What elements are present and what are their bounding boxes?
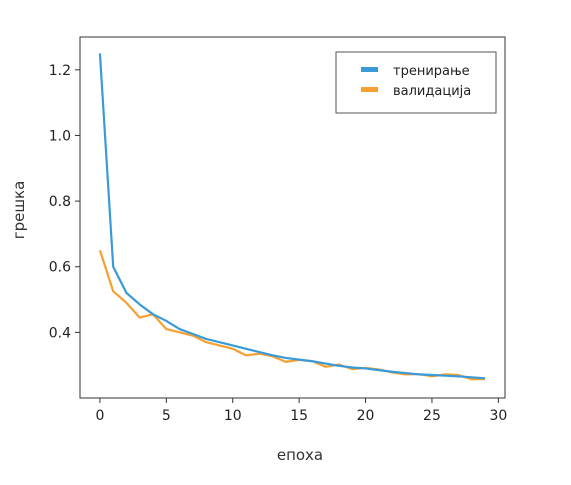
- x-tick-label: 25: [423, 408, 441, 424]
- legend-label-training: тренирање: [393, 64, 470, 79]
- y-tick-label: 0.8: [49, 194, 71, 210]
- legend-label-validation: валидација: [393, 84, 471, 99]
- y-axis-label: грешка: [10, 181, 28, 240]
- series-line-validation: [98, 249, 486, 381]
- y-tick-label: 1.2: [49, 63, 71, 79]
- x-tick-label: 20: [357, 408, 375, 424]
- legend: тренирање валидација: [335, 51, 497, 114]
- y-tick-label: 0.4: [49, 325, 71, 341]
- x-tick-label: 30: [489, 408, 507, 424]
- x-axis-ticks: 0 5 10 15 20 25 30: [95, 398, 507, 424]
- x-tick-label: 10: [224, 408, 242, 424]
- plot-frame: [79, 36, 506, 399]
- legend-box: [335, 51, 497, 114]
- y-axis-ticks: 0.4 0.6 0.8 1.0 1.2: [49, 63, 80, 341]
- series-line-training: [98, 53, 486, 380]
- x-tick-label: 0: [95, 408, 104, 424]
- y-tick-label: 1.0: [49, 128, 71, 144]
- x-tick-label: 15: [290, 408, 308, 424]
- legend-swatch-validation: [361, 87, 378, 92]
- x-axis-label: епоха: [277, 446, 323, 464]
- legend-swatch-training: [361, 67, 378, 72]
- x-tick-label: 5: [162, 408, 171, 424]
- series-lines: [98, 53, 486, 381]
- y-tick-label: 0.6: [49, 260, 71, 276]
